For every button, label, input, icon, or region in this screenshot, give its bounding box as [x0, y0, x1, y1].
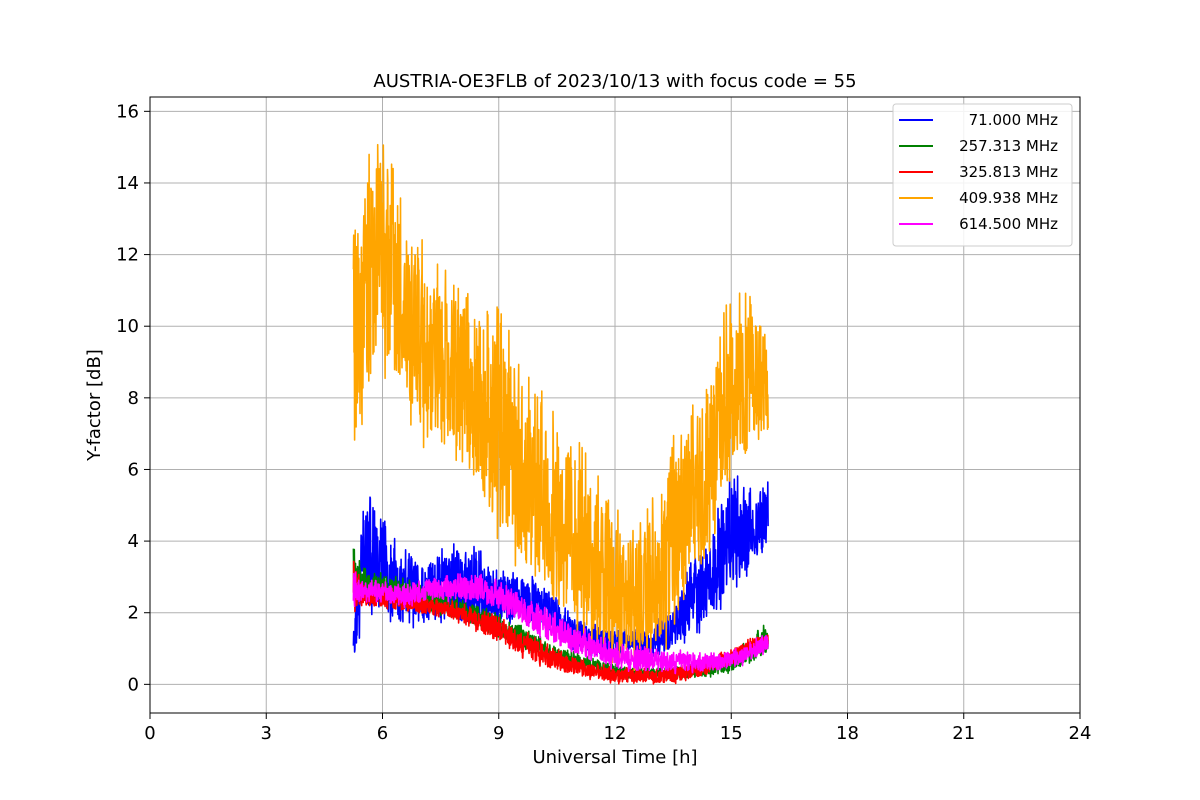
y-tick-label: 12 [116, 245, 139, 266]
y-tick-label: 0 [128, 674, 139, 695]
legend-label: 71.000 MHz [969, 111, 1058, 129]
x-tick-label: 18 [836, 723, 859, 744]
x-tick-label: 9 [493, 723, 504, 744]
x-tick-label: 21 [952, 723, 975, 744]
y-tick-label: 10 [116, 316, 139, 337]
legend: 71.000 MHz 257.313 MHz 325.813 MHz 409.938 … [892, 103, 1073, 247]
legend-label: 257.313 MHz [959, 137, 1058, 155]
x-tick-label: 0 [144, 723, 155, 744]
x-tick-label: 12 [604, 723, 627, 744]
y-axis-label: Y-factor [dB] [84, 349, 105, 462]
y-tick-label: 4 [128, 531, 139, 552]
x-tick-label: 24 [1069, 723, 1092, 744]
series-line-5 [352, 571, 769, 675]
y-tick-label: 2 [128, 603, 139, 624]
y-tick-label: 16 [116, 101, 139, 122]
legend-label: 325.813 MHz [959, 163, 1058, 181]
series-line-4 [352, 143, 769, 671]
y-tick-label: 8 [128, 388, 139, 409]
x-tick-label: 6 [377, 723, 388, 744]
series-layer [352, 143, 769, 685]
x-tick-label: 15 [720, 723, 743, 744]
y-tick-label: 14 [116, 173, 139, 194]
legend-label: 614.500 MHz [959, 215, 1058, 233]
y-tick-label: 6 [128, 459, 139, 480]
legend-label: 409.938 MHz [959, 189, 1058, 207]
legend-box [892, 103, 1073, 247]
chart-title: AUSTRIA-OE3FLB of 2023/10/13 with focus … [373, 71, 856, 92]
x-axis-label: Universal Time [h] [532, 747, 697, 768]
x-tick-label: 3 [261, 723, 272, 744]
